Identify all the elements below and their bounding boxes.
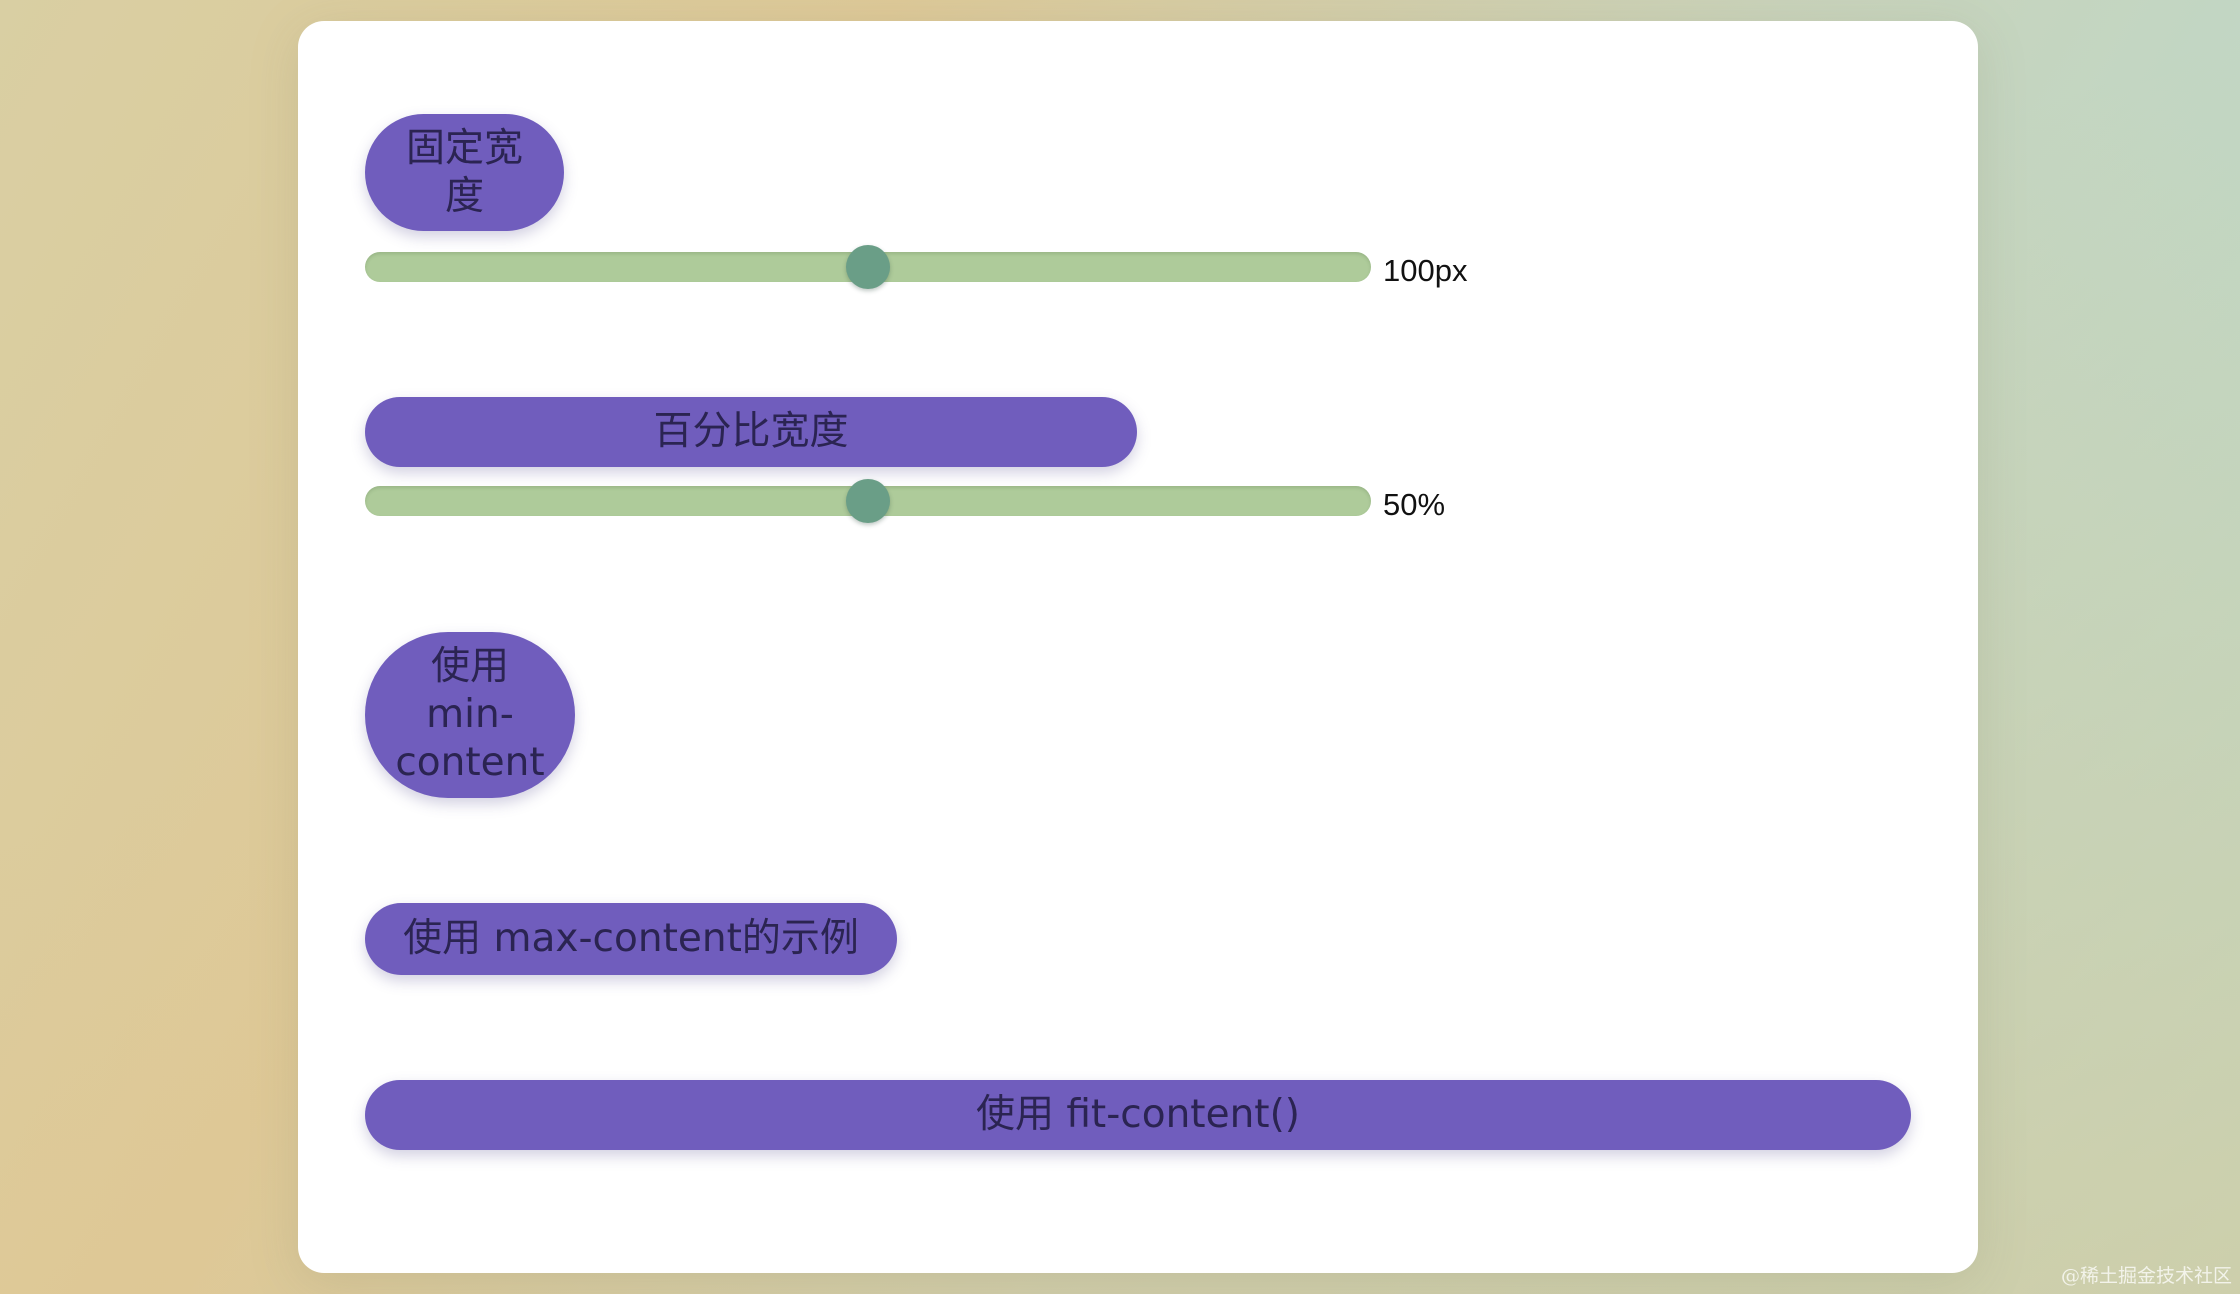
min-content-box: 使用 min- content <box>365 632 575 798</box>
fixed-width-label-line2: 度 <box>444 173 484 219</box>
percent-width-label: 百分比宽度 <box>653 409 849 454</box>
max-content-box: 使用 max-content的示例 <box>365 903 897 975</box>
fit-content-label: 使用 fit-content() <box>975 1092 1301 1137</box>
fixed-width-slider[interactable] <box>365 245 1371 289</box>
watermark: @稀土掘金技术社区 <box>2060 1265 2232 1287</box>
fixed-width-slider-thumb[interactable] <box>846 245 890 289</box>
min-content-label-line2: min- <box>426 692 514 737</box>
percent-width-box: 百分比宽度 <box>365 397 1137 467</box>
percent-width-slider-value: 50% <box>1383 487 1446 522</box>
fixed-width-label-line1: 固定宽 <box>405 125 523 171</box>
percent-width-slider-thumb[interactable] <box>846 479 890 523</box>
max-content-label: 使用 max-content的示例 <box>403 916 859 961</box>
demo-card: 固定宽 度 100px 百分比宽度 50% 使用 min- content 使用… <box>298 21 1978 1273</box>
fixed-width-box: 固定宽 度 <box>365 114 564 231</box>
fixed-width-slider-value: 100px <box>1383 253 1468 288</box>
min-content-label-line3: content <box>395 740 545 785</box>
percent-width-slider[interactable] <box>365 479 1371 523</box>
min-content-label-line1: 使用 <box>430 644 509 689</box>
fit-content-box: 使用 fit-content() <box>365 1080 1911 1150</box>
